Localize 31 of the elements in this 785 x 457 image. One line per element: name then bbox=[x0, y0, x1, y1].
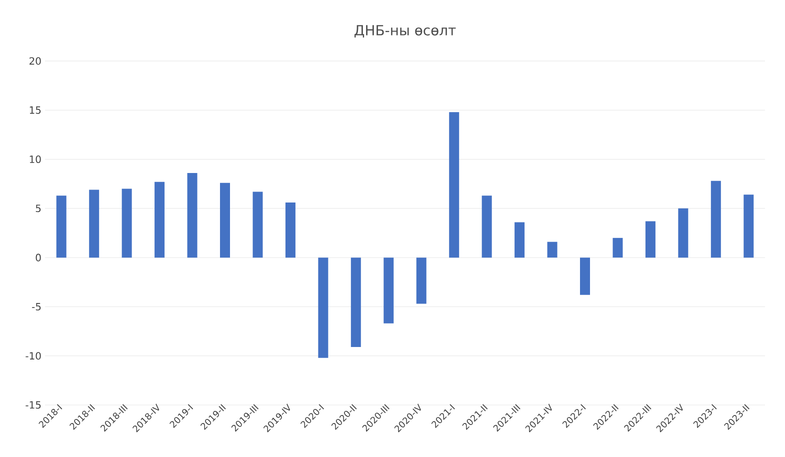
y-tick-label: 10 bbox=[30, 156, 41, 164]
bar bbox=[187, 173, 198, 258]
bar bbox=[154, 182, 165, 258]
bar bbox=[318, 258, 328, 358]
y-tick-label: 0 bbox=[36, 254, 41, 262]
y-tick-label: 20 bbox=[30, 57, 41, 65]
bar bbox=[56, 196, 66, 258]
chart-title: ДНБ-ны өсөлт bbox=[354, 25, 456, 38]
y-tick-label: 5 bbox=[36, 204, 41, 212]
bar bbox=[645, 221, 656, 258]
y-tick-label: 15 bbox=[30, 106, 41, 114]
bar bbox=[547, 242, 558, 258]
bar bbox=[285, 202, 296, 258]
bar bbox=[350, 258, 361, 348]
bar bbox=[449, 112, 460, 258]
bar bbox=[220, 182, 230, 258]
bar bbox=[89, 190, 100, 258]
bar bbox=[482, 196, 492, 258]
bar bbox=[252, 192, 263, 258]
bar bbox=[612, 238, 623, 258]
bar bbox=[384, 258, 394, 324]
bar bbox=[514, 222, 525, 258]
bar bbox=[744, 194, 754, 258]
y-tick-label: -15 bbox=[26, 401, 41, 409]
y-tick-label: -5 bbox=[32, 303, 41, 310]
bar bbox=[416, 258, 426, 304]
bar bbox=[678, 208, 688, 258]
bar bbox=[122, 188, 132, 258]
y-tick-label: -10 bbox=[26, 352, 41, 360]
bar bbox=[580, 258, 590, 295]
bar bbox=[710, 180, 721, 258]
